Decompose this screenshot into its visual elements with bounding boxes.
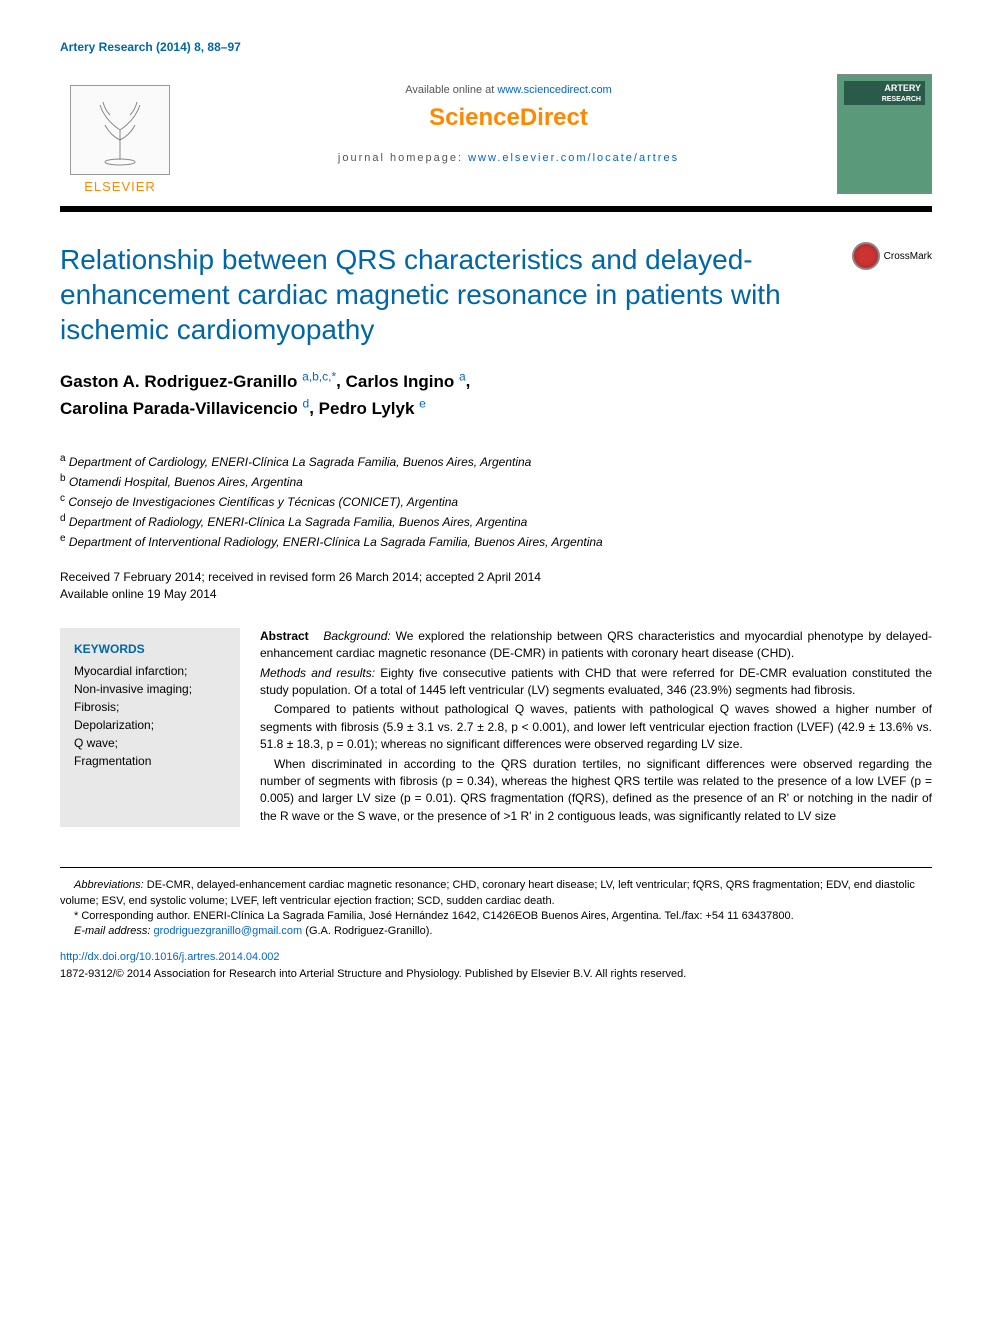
crossmark-badge[interactable]: CrossMark: [852, 242, 932, 270]
author: Pedro Lylyk e: [319, 399, 426, 418]
affiliation: d Department of Radiology, ENERI-Clínica…: [60, 511, 932, 531]
author: Carolina Parada-Villavicencio d: [60, 399, 309, 418]
available-prefix: Available online at: [405, 84, 497, 96]
elsevier-label: ELSEVIER: [84, 179, 156, 194]
abbrev-label: Abbreviations:: [74, 879, 144, 891]
footer-divider: [60, 867, 932, 868]
journal-cover: ARTERY RESEARCH: [837, 74, 932, 194]
affiliation: c Consejo de Investigaciones Científicas…: [60, 491, 932, 511]
crossmark-label: CrossMark: [884, 251, 932, 262]
author-ref[interactable]: a,b,c,*: [302, 369, 336, 383]
methods-label: Methods and results:: [260, 666, 375, 680]
abstract-label: Abstract: [260, 629, 309, 643]
article-dates: Received 7 February 2014; received in re…: [60, 569, 932, 603]
author-ref[interactable]: d: [303, 396, 310, 410]
corresponding-author: * Corresponding author. ENERI-Clínica La…: [60, 909, 932, 924]
author-list: Gaston A. Rodriguez-Granillo a,b,c,*, Ca…: [60, 367, 932, 421]
abstract-text: Abstract Background: We explored the rel…: [260, 628, 932, 827]
email-suffix: (G.A. Rodriguez-Granillo).: [302, 925, 432, 937]
sciencedirect-url[interactable]: www.sciencedirect.com: [497, 84, 611, 96]
affiliation: b Otamendi Hospital, Buenos Aires, Argen…: [60, 471, 932, 491]
doi-link[interactable]: http://dx.doi.org/10.1016/j.artres.2014.…: [60, 950, 932, 965]
affiliation: a Department of Cardiology, ENERI-Clínic…: [60, 451, 932, 471]
email-label: E-mail address:: [74, 925, 150, 937]
author-ref[interactable]: a: [459, 369, 466, 383]
author: Gaston A. Rodriguez-Granillo a,b,c,*: [60, 372, 336, 391]
center-header: Available online at www.sciencedirect.co…: [180, 74, 837, 164]
abstract-para3: When discriminated in according to the Q…: [260, 756, 932, 826]
elsevier-logo: ELSEVIER: [60, 74, 180, 194]
available-online: Available online at www.sciencedirect.co…: [180, 84, 837, 96]
abbrev-text: DE-CMR, delayed-enhancement cardiac magn…: [60, 879, 915, 906]
homepage-url[interactable]: www.elsevier.com/locate/artres: [468, 152, 679, 164]
affiliation: e Department of Interventional Radiology…: [60, 531, 932, 551]
keywords-list: Myocardial infarction; Non-invasive imag…: [74, 662, 226, 770]
abbreviations: Abbreviations: DE-CMR, delayed-enhanceme…: [60, 878, 932, 909]
title-row: Relationship between QRS characteristics…: [60, 242, 932, 367]
online-date: Available online 19 May 2014: [60, 586, 932, 603]
sciencedirect-logo: ScienceDirect: [180, 104, 837, 132]
keywords-heading: KEYWORDS: [74, 640, 226, 658]
author-ref[interactable]: e: [419, 396, 426, 410]
header-row: ELSEVIER Available online at www.science…: [60, 74, 932, 194]
email-line: E-mail address: grodriguezgranillo@gmail…: [60, 924, 932, 939]
crossmark-icon: [852, 242, 880, 270]
author: Carlos Ingino a: [346, 372, 466, 391]
keywords-box: KEYWORDS Myocardial infarction; Non-inva…: [60, 628, 240, 827]
footnotes: Abbreviations: DE-CMR, delayed-enhanceme…: [60, 878, 932, 982]
journal-cover-title: ARTERY RESEARCH: [844, 81, 925, 105]
header-divider: [60, 206, 932, 212]
email-link[interactable]: grodriguezgranillo@gmail.com: [153, 925, 302, 937]
affiliations: a Department of Cardiology, ENERI-Clínic…: [60, 451, 932, 551]
abstract-section: KEYWORDS Myocardial infarction; Non-inva…: [60, 628, 932, 827]
abstract-para2: Compared to patients without pathologica…: [260, 701, 932, 753]
received-date: Received 7 February 2014; received in re…: [60, 569, 932, 586]
homepage-prefix: journal homepage:: [338, 152, 468, 164]
homepage-line: journal homepage: www.elsevier.com/locat…: [180, 152, 837, 164]
journal-citation: Artery Research (2014) 8, 88–97: [60, 40, 932, 54]
copyright: 1872-9312/© 2014 Association for Researc…: [60, 967, 932, 982]
elsevier-tree-icon: [70, 85, 170, 175]
article-title: Relationship between QRS characteristics…: [60, 242, 830, 347]
background-label: Background:: [323, 629, 390, 643]
